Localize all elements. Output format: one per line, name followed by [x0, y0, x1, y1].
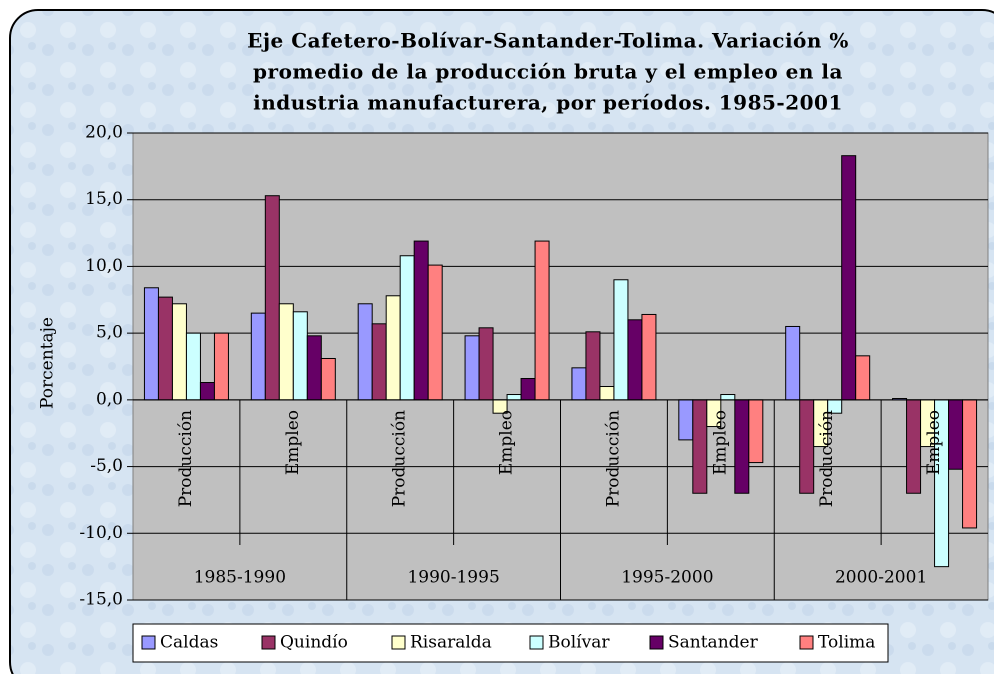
x-tick-label: Empleo	[924, 410, 944, 475]
x-tick-label: Empleo	[497, 410, 517, 475]
bar	[385, 295, 401, 401]
bar	[306, 335, 322, 401]
bar	[906, 399, 922, 494]
group-label: 1985-1990	[194, 568, 286, 588]
legend-swatch	[529, 635, 544, 650]
bar	[571, 367, 587, 401]
bar	[264, 195, 280, 401]
bar	[627, 319, 643, 401]
bar	[371, 323, 387, 401]
bar	[748, 399, 764, 464]
bar	[478, 327, 494, 401]
bar	[520, 378, 536, 401]
x-tick-label: Producción	[817, 410, 837, 507]
legend-swatch	[649, 635, 664, 650]
bar	[841, 155, 857, 401]
y-tick-label: -5,0	[90, 456, 123, 476]
x-tick-label: Producción	[176, 410, 196, 507]
y-tick-label: 15,0	[85, 189, 123, 209]
legend-swatch	[261, 635, 276, 650]
chart-title: Eje Cafetero-Bolívar-Santander-Tolima. V…	[247, 29, 849, 53]
y-tick-label: 5,0	[96, 323, 123, 343]
legend-swatch	[141, 635, 156, 650]
bar	[185, 332, 201, 401]
legend-label: Quindío	[280, 633, 348, 653]
bar	[948, 399, 964, 470]
bar	[357, 303, 373, 401]
chart-title: promedio de la producción bruta y el emp…	[253, 60, 843, 84]
bar	[613, 279, 629, 401]
bar	[292, 311, 308, 401]
bar	[171, 303, 187, 401]
bar	[427, 264, 443, 401]
y-axis-label: Porcentaje	[38, 317, 58, 409]
y-tick-label: -10,0	[79, 523, 123, 543]
legend-label: Santander	[668, 633, 759, 653]
legend-label: Bolívar	[548, 633, 610, 653]
bar	[506, 394, 522, 401]
legend-label: Caldas	[160, 633, 218, 653]
legend-label: Risaralda	[410, 633, 492, 653]
bar	[278, 303, 294, 401]
y-tick-label: 20,0	[85, 123, 123, 143]
bar	[799, 399, 815, 494]
bar	[250, 312, 266, 401]
bar	[320, 357, 336, 401]
bar	[962, 399, 978, 529]
legend-swatch	[391, 635, 406, 650]
y-tick-label: 10,0	[85, 256, 123, 276]
bar	[534, 240, 550, 401]
bar	[399, 255, 415, 401]
bar	[213, 332, 229, 401]
bar	[692, 399, 708, 494]
legend-label: Tolima	[818, 633, 875, 653]
bar	[785, 325, 801, 401]
bar	[413, 240, 429, 401]
y-tick-label: 0,0	[96, 389, 123, 409]
legend-box	[132, 623, 889, 663]
x-tick-label: Producción	[603, 410, 623, 507]
x-tick-label: Empleo	[710, 410, 730, 475]
group-label: 1995-2000	[621, 568, 713, 588]
bar	[599, 386, 615, 401]
group-label: 2000-2001	[835, 568, 927, 588]
bar	[199, 382, 215, 401]
bar	[734, 399, 750, 494]
bar	[143, 287, 159, 401]
chart-title: industria manufacturera, por períodos. 1…	[253, 91, 843, 115]
group-label: 1990-1995	[407, 568, 499, 588]
x-tick-label: Empleo	[283, 410, 303, 475]
x-tick-label: Producción	[390, 410, 410, 507]
bar	[720, 394, 736, 401]
bar	[641, 313, 657, 401]
bar	[855, 355, 871, 401]
bar	[464, 335, 480, 401]
legend-swatch	[799, 635, 814, 650]
bar	[157, 296, 173, 401]
bar	[585, 331, 601, 401]
bar	[678, 399, 694, 441]
y-tick-label: -15,0	[79, 590, 123, 610]
